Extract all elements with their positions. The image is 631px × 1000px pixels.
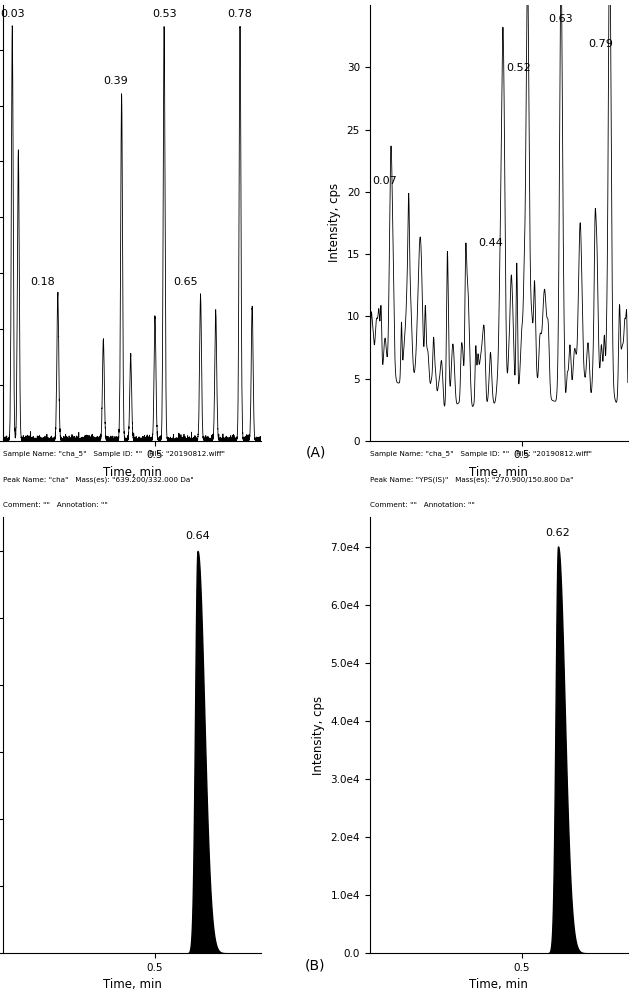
X-axis label: Time, min: Time, min [469, 978, 528, 991]
Text: Peak Name: "cha"   Mass(es): "639.200/332.000 Da": Peak Name: "cha" Mass(es): "639.200/332.… [3, 476, 194, 483]
Text: 0.62: 0.62 [546, 528, 570, 538]
Text: 0.44: 0.44 [479, 238, 504, 248]
Y-axis label: Intensity, cps: Intensity, cps [328, 183, 341, 262]
Text: 0.65: 0.65 [173, 277, 198, 287]
Text: 0.79: 0.79 [588, 39, 613, 49]
X-axis label: Time, min: Time, min [469, 466, 528, 479]
Text: (A): (A) [305, 446, 326, 460]
Text: 0.03: 0.03 [0, 9, 25, 19]
Text: 0.07: 0.07 [372, 176, 398, 186]
Text: Comment: ""   Annotation: "": Comment: "" Annotation: "" [3, 502, 108, 508]
Text: 0.39: 0.39 [103, 76, 128, 86]
Text: 0.78: 0.78 [228, 9, 252, 19]
X-axis label: Time, min: Time, min [103, 466, 162, 479]
X-axis label: Time, min: Time, min [103, 978, 162, 991]
Text: Sample Name: "cha_5"   Sample ID: ""   File: "20190812.wiff": Sample Name: "cha_5" Sample ID: "" File:… [3, 450, 225, 457]
Text: 0.64: 0.64 [185, 531, 210, 541]
Text: 0.18: 0.18 [30, 277, 55, 287]
Y-axis label: Intensity, cps: Intensity, cps [312, 696, 325, 775]
Text: Peak Name: "YPS(IS)"   Mass(es): "270.900/150.800 Da": Peak Name: "YPS(IS)" Mass(es): "270.900/… [370, 476, 574, 483]
Text: (B): (B) [305, 958, 326, 972]
Text: Sample Name: "cha_5"   Sample ID: ""   File: "20190812.wiff": Sample Name: "cha_5" Sample ID: "" File:… [370, 450, 592, 457]
Text: Comment: ""   Annotation: "": Comment: "" Annotation: "" [370, 502, 475, 508]
Text: 0.53: 0.53 [152, 9, 177, 19]
Text: 0.63: 0.63 [549, 14, 574, 24]
Text: 0.52: 0.52 [506, 63, 531, 73]
